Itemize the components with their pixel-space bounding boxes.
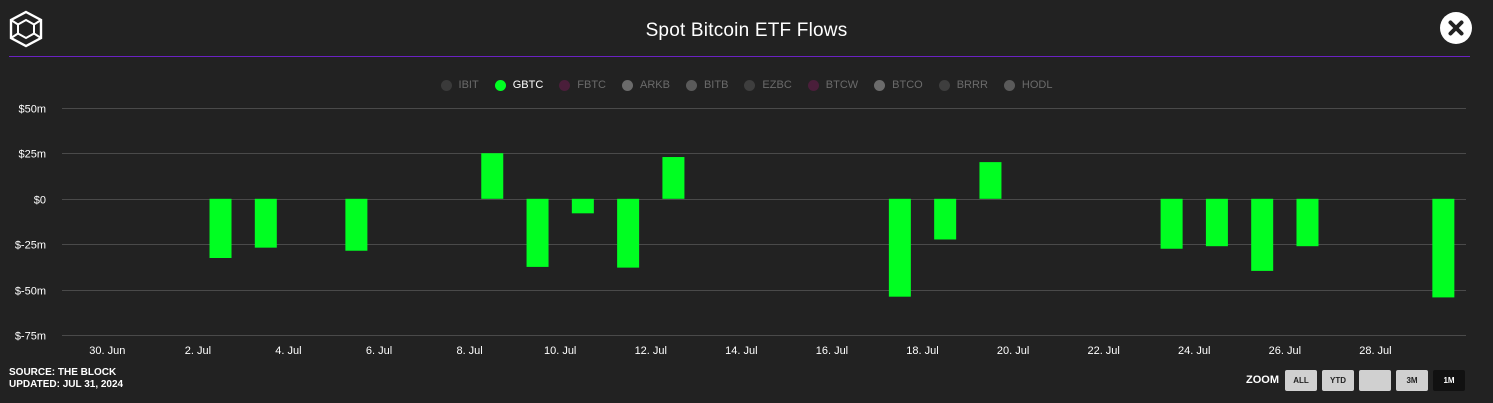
bar-gbtc-2024-07-23 [1160, 198, 1183, 249]
legend-dot-icon [685, 79, 697, 91]
legend-dot-icon [744, 79, 756, 91]
x-tick-label: 8. Jul [456, 345, 482, 357]
legend-dot-icon [807, 79, 819, 91]
close-button[interactable] [1440, 12, 1472, 44]
bar-gbtc-2024-07-09 [526, 198, 549, 267]
legend-item-ezbc[interactable]: EZBC [744, 79, 792, 91]
x-tick-label: 24. Jul [1178, 345, 1210, 357]
bar-gbtc-2024-07-26 [1296, 198, 1319, 247]
legend-dot-icon [440, 79, 452, 91]
legend-item-btco[interactable]: BTCO [874, 79, 923, 91]
x-tick-label: 20. Jul [997, 345, 1029, 357]
chart-title: Spot Bitcoin ETF Flows [645, 20, 848, 41]
legend-label: GBTC [512, 79, 544, 91]
x-tick-label: 26. Jul [1269, 345, 1301, 357]
bar-chart: $50m $25m $0 $-25m $-50m $-75m 30. Jun 2. Jul 4.… [15, 104, 1466, 357]
updated-text: UPDATED: JUL 31, 2024 [9, 379, 124, 390]
zoom-label: ZOOM [1246, 374, 1279, 386]
legend-label: IBIT [458, 79, 479, 91]
legend-item-hodl[interactable]: HODL [1003, 79, 1053, 91]
x-tick-label: 18. Jul [906, 345, 938, 357]
x-tick-label: 16. Jul [816, 345, 848, 357]
y-tick-label: $-25m [15, 240, 46, 252]
legend-dot-icon [494, 79, 506, 91]
zoom-all-button[interactable]: ALL [1285, 369, 1317, 391]
bar-gbtc-2024-07-19 [979, 162, 1002, 199]
y-tick-label: $0 [34, 195, 46, 207]
y-tick-label: $-50m [15, 286, 46, 298]
source-text: SOURCE: THE BLOCK [9, 367, 117, 378]
bar-gbtc-2024-07-29 [1432, 198, 1455, 298]
legend-dot-icon [559, 79, 571, 91]
x-tick-label: 2. Jul [185, 345, 211, 357]
legend-item-btcw[interactable]: BTCW [807, 79, 859, 91]
x-tick-label: 22. Jul [1087, 345, 1119, 357]
cube-icon [9, 10, 43, 48]
y-tick-label: $25m [18, 149, 46, 161]
legend-dot-icon [874, 79, 886, 91]
legend-label: BTCO [892, 79, 923, 91]
legend-item-ibit[interactable]: IBIT [440, 79, 479, 91]
x-tick-label: 30. Jun [89, 345, 125, 357]
bar-gbtc-2024-07-12 [662, 157, 685, 199]
legend-item-arkb[interactable]: ARKB [622, 79, 670, 91]
bar-gbtc-2024-07-05 [345, 198, 368, 251]
legend-label: FBTC [577, 79, 606, 91]
bar-gbtc-2024-07-03 [254, 198, 277, 248]
legend-item-gbtc[interactable]: GBTC [494, 79, 544, 91]
bar-gbtc-2024-07-10 [571, 198, 594, 214]
bar-gbtc-2024-07-02 [209, 198, 232, 259]
legend-item-brrr[interactable]: BRRR [938, 79, 988, 91]
y-tick-label: $50m [18, 104, 46, 116]
x-tick-label: 6. Jul [366, 345, 392, 357]
legend-label: BRRR [956, 79, 988, 91]
legend-label: EZBC [762, 79, 792, 91]
zoom-blank-button[interactable] [1359, 369, 1391, 391]
legend-label: ARKB [640, 79, 670, 91]
bar-gbtc-2024-07-24 [1205, 198, 1228, 247]
legend-dot-icon [938, 79, 950, 91]
bar-gbtc-2024-07-11 [617, 198, 640, 268]
bar-gbtc-2024-07-08 [481, 153, 504, 199]
x-tick-label: 10. Jul [544, 345, 576, 357]
x-tick-label: 28. Jul [1359, 345, 1391, 357]
bar-gbtc-2024-07-25 [1251, 198, 1274, 271]
close-icon[interactable] [1440, 12, 1472, 44]
x-tick-label: 12. Jul [635, 345, 667, 357]
y-tick-label: $-75m [15, 331, 46, 343]
zoom-1m-button[interactable]: 1M [1433, 369, 1465, 391]
legend-label: BITB [703, 79, 729, 91]
zoom-controls: ZOOM ALL YTD 3M 1M [1246, 369, 1470, 391]
x-tick-label: 14. Jul [725, 345, 757, 357]
legend-label: BTCW [825, 79, 859, 91]
bar-gbtc-2024-07-18 [934, 198, 957, 240]
zoom-3m-button[interactable]: 3M [1396, 369, 1428, 391]
legend-label: HODL [1021, 79, 1053, 91]
legend-item-fbtc[interactable]: FBTC [559, 79, 606, 91]
header-divider [9, 56, 1470, 57]
zoom-ytd-button[interactable]: YTD [1322, 369, 1354, 391]
x-tick-label: 4. Jul [275, 345, 301, 357]
legend-dot-icon [1003, 79, 1015, 91]
legend-dot-icon [622, 79, 633, 91]
chart-legend: IBIT GBTC FBTC ARKB BITB EZBC BTCW BTCO BRRR HODL [0, 77, 1493, 93]
source-info: SOURCE: THE BLOCK UPDATED: JUL 31, 2024 [9, 367, 123, 391]
bar-gbtc-2024-07-17 [888, 198, 911, 297]
legend-item-bitb[interactable]: BITB [685, 79, 729, 91]
